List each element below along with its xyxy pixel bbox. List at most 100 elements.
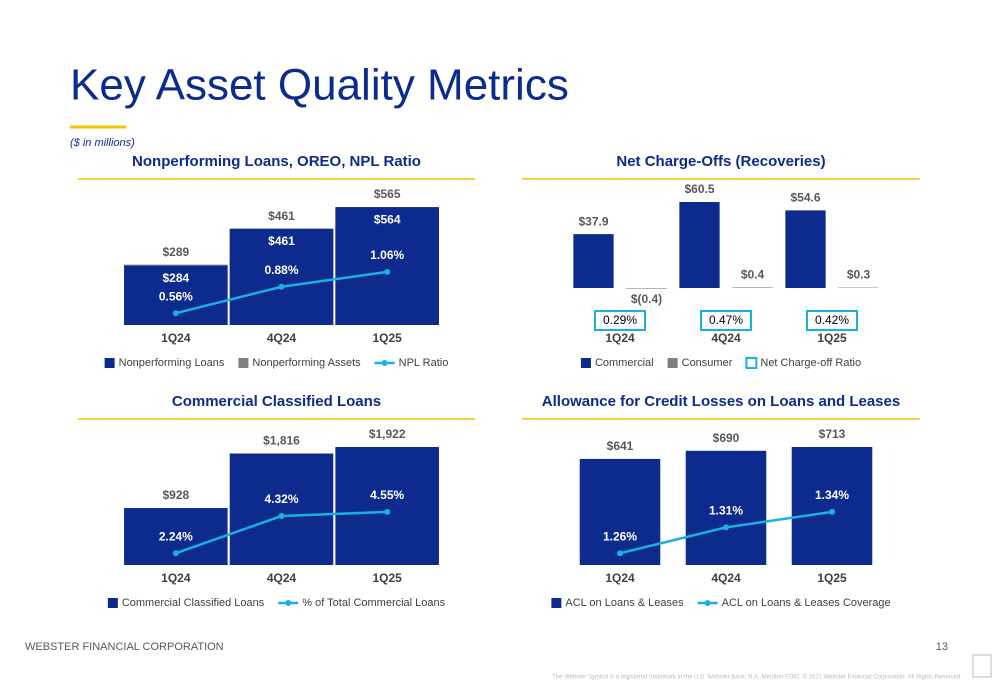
bar-value-label: $928 [162,488,189,502]
bar-value-label: $461 [268,209,295,223]
legend-label: NPL Ratio [399,357,449,369]
bar [732,287,773,288]
x-tick-label: 1Q25 [817,331,847,345]
line-point [829,508,835,515]
legend-swatch [667,358,678,368]
chart-title: Nonperforming Loans, OREO, NPL Ratio [132,153,421,170]
ratio-box [594,310,646,331]
legend: ACL on Loans & Leases ACL on Loans & Leas… [551,597,891,609]
slide-title: Key Asset Quality Metrics [70,61,569,110]
legend-label: ACL on Loans & Leases [565,597,684,609]
ratio-box [700,310,752,331]
footer-company: WEBSTER FINANCIAL CORPORATION [25,641,224,653]
legend-label: % of Total Commercial Loans [302,597,445,609]
line-point [617,550,623,557]
bar [785,210,826,288]
line-value-label: 1.26% [603,529,637,543]
legend-swatch [238,358,249,368]
x-tick-label: 1Q24 [605,571,635,585]
line-point [172,550,179,557]
legend: Nonperforming Loans Nonperforming Assets N… [104,357,449,369]
legend: Commercial Consumer Net Charge-off Ratio [580,357,861,369]
line-value-label: 0.88% [264,263,298,277]
line-value-label: 4.32% [264,492,298,506]
bar-value-label: $0.4 [741,268,765,282]
bar [335,207,439,325]
bar-value-label: $641 [607,439,634,453]
bar-value-label: $284 [162,271,189,285]
bar-value-label: $60.5 [684,182,714,196]
legend-dot [381,360,388,366]
bar [335,447,439,565]
bar [229,453,334,565]
x-tick-label: 4Q24 [711,331,741,345]
line-value-label: 2.24% [159,529,193,543]
bar-value-label: $690 [713,431,740,445]
bar-value-label: $289 [162,245,189,259]
ratio-label: 0.42% [815,313,849,327]
line-value-label: 1.31% [709,504,743,518]
page-number: 13 [936,641,948,653]
bar-value-label: $0.3 [847,268,871,282]
x-tick-label: 4Q24 [711,571,741,585]
legend-swatch [551,598,562,608]
line-value-label: 1.34% [815,488,849,502]
legend-swatch [580,358,591,368]
bar-value-label: $54.6 [790,191,820,205]
chart-title: Net Charge-Offs (Recoveries) [616,153,825,170]
x-tick-label: 1Q24 [605,331,635,345]
bar-value-label: $461 [268,234,295,248]
line-point [384,268,391,275]
bar-value-label: $1,816 [263,434,300,448]
bar [685,450,767,565]
legend-label: Nonperforming Loans [119,357,225,369]
line-value-label: 1.06% [370,248,404,262]
line-point [384,508,391,515]
chart-title: Allowance for Credit Losses on Loans and… [542,393,900,410]
line-value-label: 4.55% [370,488,404,502]
x-tick-label: 1Q25 [372,571,402,585]
bar-value-label: $1,922 [369,427,406,441]
bar [679,202,720,288]
bar [229,228,334,325]
equal-housing-icon [972,654,992,678]
ratio-label: 0.29% [603,313,637,327]
line-value-label: 0.56% [159,289,193,303]
x-tick-label: 1Q24 [161,571,191,585]
legend-swatch [107,598,118,608]
bar [791,447,873,565]
legend-dot [285,600,292,606]
legend-label: Commercial [595,357,654,369]
legend-swatch [104,358,115,368]
subtitle: ($ in millions) [70,137,135,149]
bar [579,458,661,565]
bar-value-label: $(0.4) [631,292,662,306]
bar [573,234,614,288]
legend-label: ACL on Loans & Leases Coverage [722,597,891,609]
line-point [278,513,285,520]
x-tick-label: 1Q25 [817,571,847,585]
disclaimer: The Webster Symbol is a registered trade… [552,674,962,681]
x-tick-label: 4Q24 [267,331,297,345]
ratio-box [806,310,858,331]
legend-dot [704,600,711,606]
legend: Commercial Classified Loans % of Total Co… [107,597,446,609]
legend-label: Commercial Classified Loans [122,597,265,609]
x-tick-label: 1Q24 [161,331,191,345]
chart-title: Commercial Classified Loans [172,393,381,410]
bar-value-label: $713 [819,427,846,441]
bar-value-label: $37.9 [578,214,608,228]
x-tick-label: 4Q24 [267,571,297,585]
legend-label: Net Charge-off Ratio [760,357,861,369]
ratio-label: 0.47% [709,313,743,327]
x-tick-label: 1Q25 [372,331,402,345]
bar-value-label: $564 [374,212,401,226]
legend-label: Nonperforming Assets [252,357,361,369]
line-point [723,524,729,531]
legend-label: Consumer [682,357,733,369]
bar-value-label: $565 [374,187,401,201]
legend-box [745,357,758,369]
line-point [278,283,285,290]
line-point [172,310,179,317]
